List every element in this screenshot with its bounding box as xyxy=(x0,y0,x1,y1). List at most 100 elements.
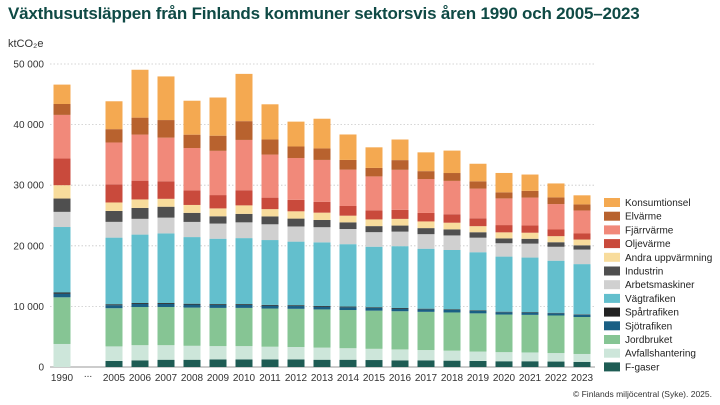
bar-segment xyxy=(495,192,513,199)
bar-segment xyxy=(443,222,461,230)
bar-segment xyxy=(183,307,201,346)
x-tick-label: 2023 xyxy=(571,373,594,384)
bar-segment xyxy=(417,179,435,213)
bar-segment xyxy=(209,97,227,136)
bar-segment xyxy=(209,223,227,239)
legend-label: Elvärme xyxy=(625,212,662,223)
bar-segment xyxy=(157,137,175,182)
bar-segment xyxy=(365,176,383,211)
bar-segment xyxy=(209,304,227,306)
bar-segment xyxy=(573,264,591,315)
bar-segment xyxy=(417,152,435,172)
legend-swatch xyxy=(604,280,620,290)
bar-segment xyxy=(105,202,123,211)
bar-segment xyxy=(469,313,487,352)
legend-label: Avfallshantering xyxy=(625,349,696,360)
bar-segment xyxy=(469,360,487,367)
bar-segment xyxy=(417,360,435,367)
x-axis-labels: 1990... 2005 2006 2007 2008 2009 2010 2011 2012 2… xyxy=(51,369,594,384)
bar-segment xyxy=(157,303,175,304)
bar-segment xyxy=(365,348,383,361)
bar-segment xyxy=(417,308,435,310)
bar-segment xyxy=(53,293,71,298)
bar-segment xyxy=(521,361,539,367)
bar-segment xyxy=(157,345,175,360)
bar-segment xyxy=(313,148,331,160)
bar-segment xyxy=(261,346,279,360)
bar-segment xyxy=(287,157,305,200)
bar-segment xyxy=(521,314,539,353)
bar-segment xyxy=(495,238,513,244)
legend-swatch xyxy=(604,321,620,331)
bar-segment xyxy=(339,310,357,349)
bar-segment xyxy=(417,228,435,235)
bar-segment xyxy=(287,347,305,360)
bar-segment xyxy=(131,303,149,304)
bar-segment xyxy=(339,215,357,223)
bar-segment xyxy=(53,114,71,159)
bar-segment xyxy=(287,359,305,367)
bar-segment xyxy=(573,353,591,362)
bar-segment xyxy=(573,239,591,246)
y-tick-label: 20 000 xyxy=(13,241,44,252)
bar-segment xyxy=(521,243,539,258)
bar-segment xyxy=(495,232,513,239)
bar-segment xyxy=(391,307,409,309)
x-tick-label: 2020 xyxy=(493,373,516,384)
x-tick-label: 2022 xyxy=(545,373,568,384)
bar-segment xyxy=(313,219,331,228)
legend-label: Oljevärme xyxy=(625,239,671,250)
bar-segment xyxy=(391,218,409,226)
bar-segment xyxy=(261,104,279,140)
bar-segment xyxy=(469,188,487,219)
bar-segment xyxy=(573,249,591,265)
y-tick-label: 30 000 xyxy=(13,181,44,192)
bar-segment xyxy=(573,245,591,250)
bar-segment xyxy=(417,248,435,309)
bar-segment xyxy=(495,256,513,312)
bar-segment xyxy=(105,221,123,238)
bar-segment xyxy=(157,359,175,367)
bar-segment xyxy=(547,315,565,354)
bar-segment xyxy=(183,190,201,205)
bar-segment xyxy=(261,154,279,198)
bar-segment xyxy=(469,218,487,227)
bar-segment xyxy=(183,359,201,367)
legend-label: Arbetsmaskiner xyxy=(625,280,695,291)
bar-segment xyxy=(391,231,409,247)
bar-segment xyxy=(157,233,175,304)
legend: Konsumtionsel Elvärme Fjärrvärme Oljevärme A… xyxy=(604,198,712,373)
bar-segment xyxy=(209,208,227,217)
x-tick-label: 2021 xyxy=(519,373,542,384)
bar-segment xyxy=(391,311,409,350)
bar-segment xyxy=(443,312,461,351)
y-axis-ticks: 0 10 000 20 000 30 000 40 000 50 000 xyxy=(13,60,44,374)
bar-segment xyxy=(521,174,539,191)
bar-segment xyxy=(521,257,539,313)
bar-segment xyxy=(547,361,565,367)
bar-segment xyxy=(209,305,227,308)
bar-segment xyxy=(521,225,539,233)
bar-segment xyxy=(391,209,409,219)
bar-segment xyxy=(339,359,357,367)
bar-segment xyxy=(547,242,565,247)
bar-segment xyxy=(131,360,149,367)
legend-swatch xyxy=(604,362,620,372)
y-tick-label: 40 000 xyxy=(13,120,44,131)
bar-segment xyxy=(53,185,71,199)
bar-segment xyxy=(209,307,227,347)
bar-segment xyxy=(183,304,201,308)
bar-segment xyxy=(105,184,123,203)
x-tick-label: 2015 xyxy=(363,373,386,384)
bar-segment xyxy=(131,303,149,308)
bar-segment xyxy=(313,201,331,213)
bar-segment xyxy=(209,238,227,305)
bar-segment xyxy=(443,150,461,174)
bar-segment xyxy=(157,120,175,138)
x-tick-label: 2012 xyxy=(285,373,308,384)
legend-label: Konsumtionsel xyxy=(625,198,691,209)
bar-segment xyxy=(469,310,487,311)
x-tick-label: 2008 xyxy=(181,373,204,384)
x-tick-label: 2013 xyxy=(311,373,334,384)
bar-segment xyxy=(261,224,279,241)
